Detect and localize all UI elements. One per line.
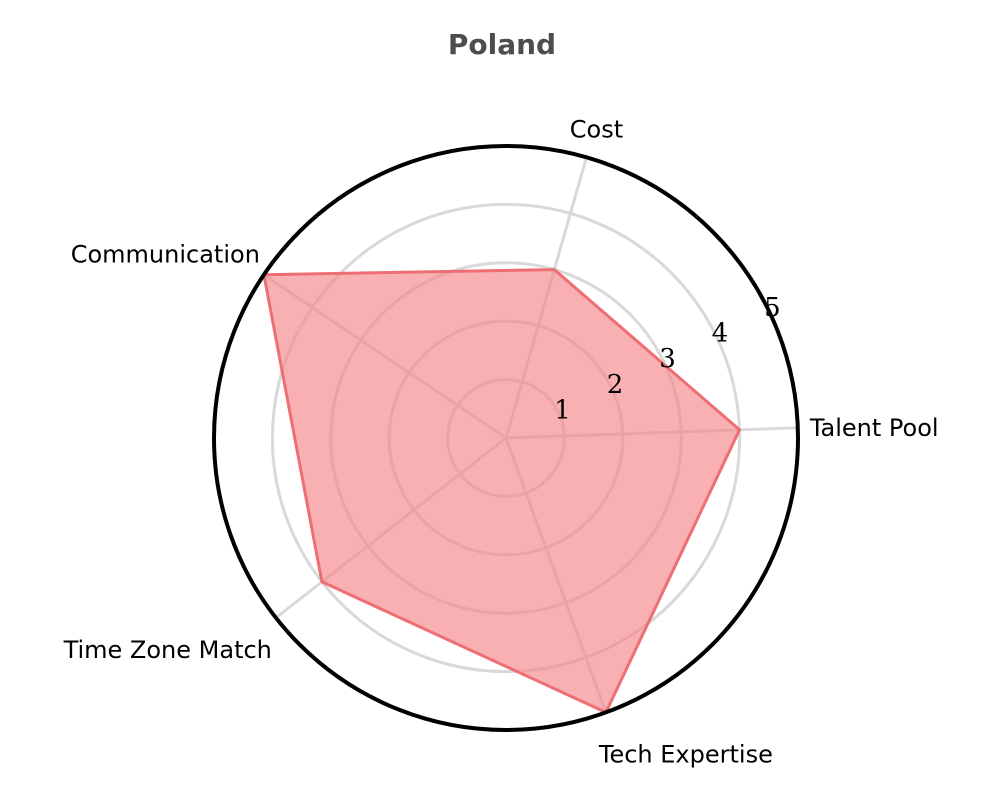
axis-label-cost: Cost xyxy=(570,115,623,143)
radial-tick-1: 1 xyxy=(554,395,571,425)
axis-label-time-zone-match: Time Zone Match xyxy=(63,636,272,664)
axis-label-tech-expertise: Tech Expertise xyxy=(598,740,773,768)
radar-series xyxy=(262,268,741,714)
radial-tick-4: 4 xyxy=(712,319,729,349)
radial-tick-2: 2 xyxy=(607,370,624,400)
chart-title: Poland xyxy=(448,28,556,61)
series-polygon-0 xyxy=(262,268,741,714)
radial-tick-3: 3 xyxy=(659,344,676,374)
grid-circle-4 xyxy=(270,202,742,674)
radar-labels: Talent Pool Cost Communication Time Zone Ma… xyxy=(63,115,939,768)
axis-label-talent-pool: Talent Pool xyxy=(809,414,939,442)
axis-label-communication: Communication xyxy=(71,241,260,269)
radar-frame xyxy=(212,144,800,732)
outer-frame xyxy=(212,144,800,732)
radial-tick-5: 5 xyxy=(764,293,781,323)
